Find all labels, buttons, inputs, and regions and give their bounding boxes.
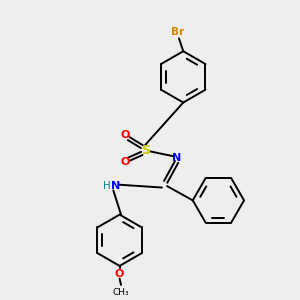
Text: S: S (141, 143, 150, 157)
Text: O: O (115, 268, 124, 278)
Text: CH₃: CH₃ (113, 288, 129, 297)
Text: N: N (172, 153, 181, 163)
Text: Br: Br (171, 27, 184, 37)
Text: H: H (103, 181, 110, 191)
Text: O: O (121, 130, 130, 140)
Text: N: N (111, 181, 120, 191)
Text: O: O (120, 157, 129, 167)
